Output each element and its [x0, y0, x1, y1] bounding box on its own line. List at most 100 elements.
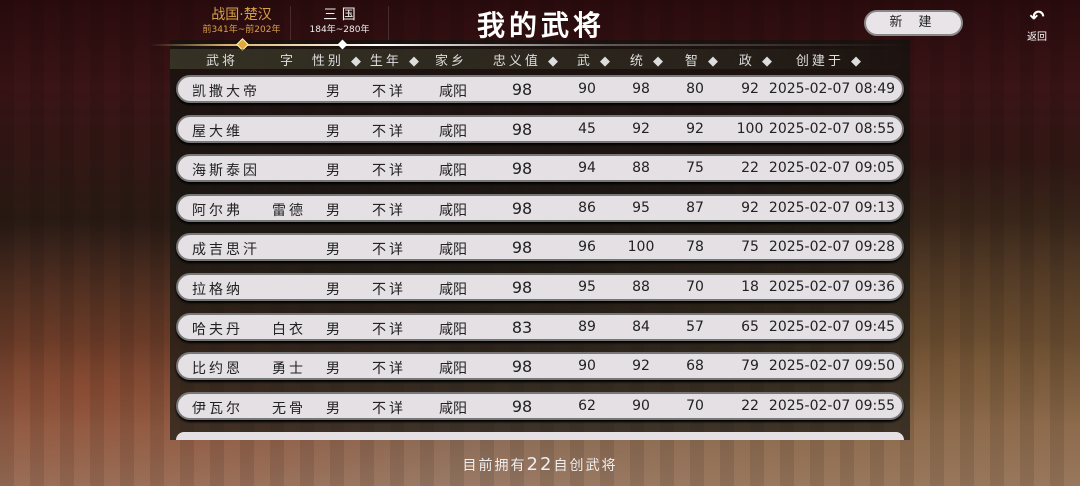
table-row[interactable]: 凯撒大帝 男 不详 咸阳 98 90 98 80 92 2025-02-07 08:49	[176, 75, 904, 103]
table-row[interactable]: 海斯泰因 男 不详 咸阳 98 94 88 75 22 2025-02-07 09:05	[176, 154, 904, 183]
cell-birth: 不详	[372, 163, 406, 180]
cell-tong: 92	[632, 358, 650, 375]
cell-created: 2025-02-07 09:05	[768, 160, 896, 177]
cell-name: 海斯泰因	[192, 163, 260, 180]
cell-wu: 45	[578, 120, 596, 137]
cell-gender: 男	[326, 84, 340, 100]
table-row[interactable]: 成吉思汗 男 不详 咸阳 98 96 100 78 75 2025-02-07 09:28	[176, 233, 904, 262]
count-prefix: 目前拥有	[462, 458, 527, 474]
cell-zhi: 70	[686, 397, 704, 414]
cell-zheng: 75	[741, 239, 759, 256]
cell-birth: 不详	[372, 321, 406, 338]
cell-tong: 84	[632, 318, 650, 335]
col-tong[interactable]: 统 ◆	[629, 54, 667, 69]
cell-birth: 不详	[372, 400, 406, 417]
cell-name: 伊瓦尔	[192, 400, 243, 417]
col-loyalty[interactable]: 忠义值 ◆	[492, 54, 562, 69]
cell-zi: 勇士	[272, 361, 306, 378]
cell-wu: 95	[578, 279, 596, 295]
cell-birth: 不详	[372, 361, 406, 378]
cell-wu: 62	[578, 397, 596, 414]
cell-created: 2025-02-07 09:28	[768, 239, 896, 256]
cell-birth: 不详	[372, 282, 406, 298]
cell-birth: 不详	[372, 202, 406, 219]
tab-sanguo[interactable]: 三 国 184年~280年	[291, 6, 389, 40]
cell-loyalty: 83	[511, 317, 533, 337]
table-row-partial[interactable]	[176, 432, 904, 440]
cell-birth: 不详	[372, 84, 406, 100]
cell-gender: 男	[326, 361, 340, 378]
cell-birth: 不详	[372, 123, 406, 140]
cell-home: 咸阳	[439, 123, 467, 140]
cell-loyalty: 98	[511, 159, 533, 179]
page-title: 我的武将	[476, 9, 605, 42]
cell-zheng: 18	[741, 279, 759, 295]
cell-name: 凯撒大帝	[192, 84, 260, 100]
cell-tong: 88	[632, 279, 650, 295]
cell-loyalty: 98	[511, 357, 533, 377]
tab-range: 184年~280年	[309, 25, 370, 35]
cell-name: 哈夫丹	[192, 321, 243, 338]
cell-zheng: 22	[741, 160, 759, 177]
table-row[interactable]: 比约恩 勇士 男 不详 咸阳 98 90 92 68 79 2025-02-07 09:50	[176, 352, 904, 381]
col-zheng[interactable]: 政 ◆	[738, 54, 776, 69]
back-button[interactable]: ↶ 返回	[1012, 7, 1062, 44]
tab-zhanguo-chuhan[interactable]: 战国·楚汉 前341年~前202年	[193, 6, 291, 40]
col-zhi[interactable]: 智 ◆	[684, 54, 722, 69]
table-row[interactable]: 屋大维 男 不详 咸阳 98 45 92 92 100 2025-02-07 08:55	[176, 114, 904, 143]
cell-gender: 男	[326, 163, 340, 180]
table-row[interactable]: 拉格纳 男 不详 咸阳 98 95 88 70 18 2025-02-07 09:36	[176, 273, 904, 301]
cell-tong: 92	[632, 120, 650, 137]
col-name[interactable]: 武将	[205, 54, 239, 69]
cell-zi: 无骨	[272, 400, 306, 417]
cell-zheng: 79	[741, 358, 759, 375]
cell-tong: 100	[627, 239, 655, 256]
cell-tong: 88	[632, 160, 650, 177]
cell-zheng: 22	[741, 397, 759, 414]
cell-created: 2025-02-07 09:13	[768, 199, 896, 216]
cell-zhi: 80	[686, 81, 704, 97]
cell-wu: 90	[578, 358, 596, 375]
cell-zhi: 92	[686, 120, 704, 137]
cell-home: 咸阳	[439, 282, 467, 298]
back-label: 返回	[1027, 32, 1047, 43]
cell-zhi: 70	[686, 279, 704, 295]
tab-label: 三 国	[323, 7, 356, 23]
cell-name: 成吉思汗	[192, 242, 260, 259]
cell-zhi: 78	[686, 239, 704, 256]
cell-zhi: 57	[686, 318, 704, 335]
cell-wu: 86	[578, 199, 596, 216]
undo-arrow-icon: ↶	[1029, 7, 1045, 28]
cell-birth: 不详	[372, 242, 406, 259]
cell-tong: 90	[632, 397, 650, 414]
cell-zheng: 65	[741, 318, 759, 335]
cell-wu: 89	[578, 318, 596, 335]
cell-zheng: 100	[736, 120, 764, 137]
cell-home: 咸阳	[439, 400, 467, 417]
cell-home: 咸阳	[439, 321, 467, 338]
col-wu[interactable]: 武 ◆	[576, 54, 614, 69]
table-row[interactable]: 阿尔弗 雷德 男 不详 咸阳 98 86 95 87 92 2025-02-07 09:13	[176, 193, 904, 222]
col-birth[interactable]: 生年 ◆	[369, 54, 423, 69]
cell-wu: 94	[578, 160, 596, 177]
col-home: 家乡	[434, 54, 468, 69]
col-zi: 字	[279, 54, 297, 69]
table-row[interactable]: 哈夫丹 白衣 男 不详 咸阳 83 89 84 57 65 2025-02-07 09:45	[176, 312, 904, 341]
cell-loyalty: 98	[511, 80, 533, 99]
cell-created: 2025-02-07 08:55	[768, 120, 896, 137]
new-button[interactable]: 新 建	[864, 10, 963, 36]
cell-gender: 男	[326, 123, 340, 140]
col-created[interactable]: 创建于 ◆	[795, 54, 865, 69]
cell-home: 咸阳	[439, 202, 467, 219]
cell-wu: 96	[578, 239, 596, 256]
table-row[interactable]: 伊瓦尔 无骨 男 不详 咸阳 98 62 90 70 22 2025-02-07 09:55	[176, 391, 904, 420]
cell-gender: 男	[326, 321, 340, 338]
cell-zhi: 75	[686, 160, 704, 177]
cell-home: 咸阳	[439, 163, 467, 180]
tab-range: 前341年~前202年	[202, 25, 281, 35]
cell-name: 拉格纳	[192, 282, 243, 298]
col-gender[interactable]: 性别 ◆	[311, 54, 365, 69]
tab-label: 战国·楚汉	[211, 7, 272, 23]
cell-loyalty: 98	[511, 238, 533, 258]
cell-name: 阿尔弗	[192, 202, 243, 219]
